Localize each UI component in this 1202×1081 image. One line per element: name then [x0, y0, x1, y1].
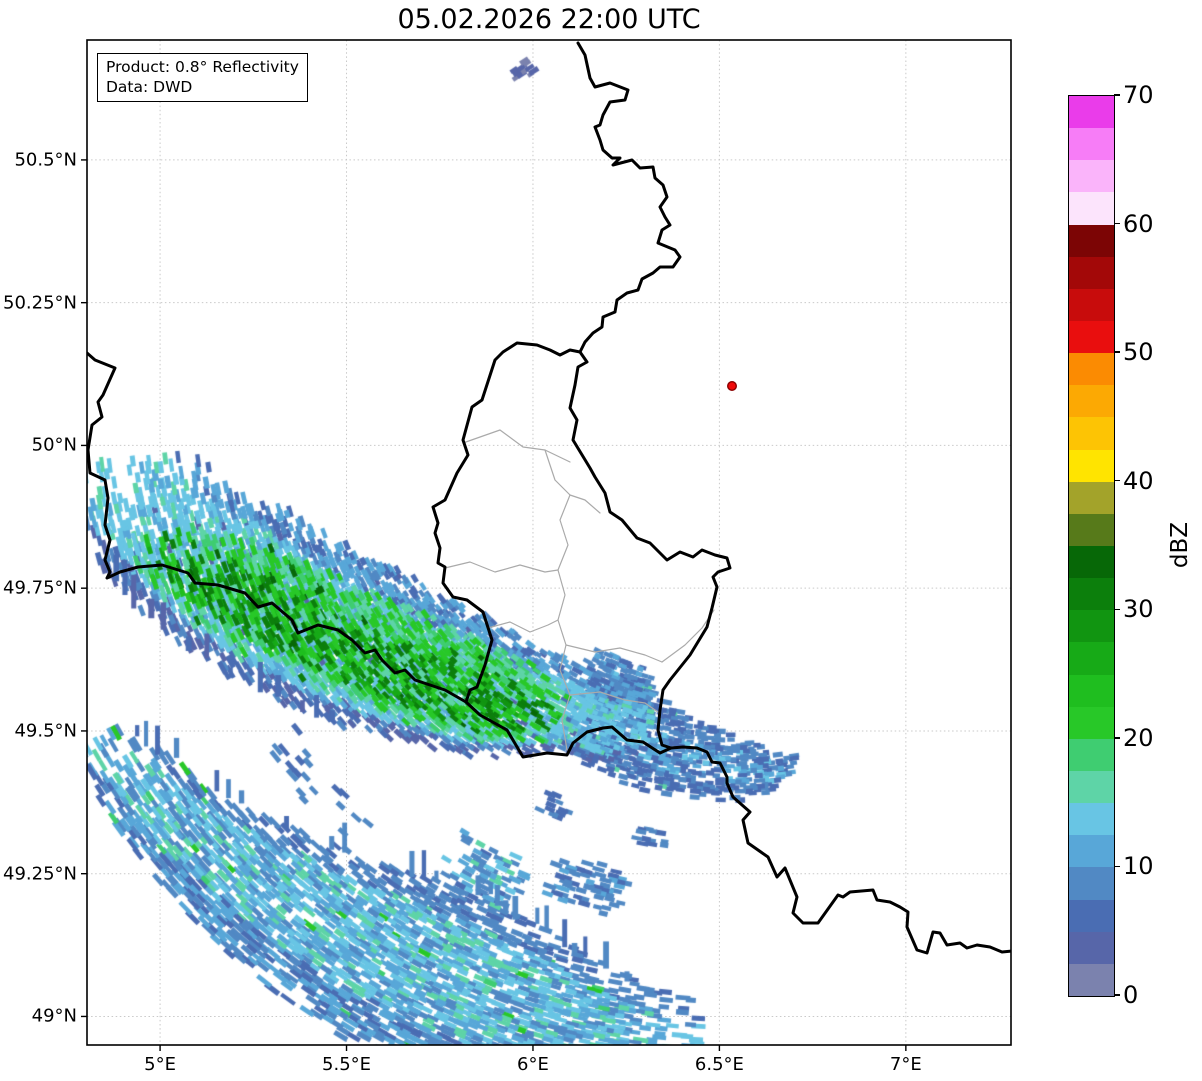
axis-tick-marks: [81, 159, 907, 1051]
colorbar-tick-mark: [1114, 865, 1120, 868]
colorbar-segment: [1069, 834, 1114, 868]
admin-border: [661, 609, 715, 663]
colorbar-tick-label: 40: [1123, 466, 1154, 495]
colorbar-tick-label: 30: [1123, 595, 1154, 624]
admin-border: [557, 494, 571, 751]
colorbar-segment: [1069, 513, 1114, 546]
admin-border: [487, 619, 559, 633]
colorbar-segment: [1069, 899, 1114, 932]
admin-border: [462, 429, 571, 463]
figure-title: 05.02.2026 22:00 UTC: [397, 4, 701, 35]
colorbar-tick-mark: [1114, 608, 1120, 610]
y-tick-label: 49°N: [31, 1005, 77, 1027]
colorbar-segment: [1069, 674, 1114, 707]
colorbar-tick-mark: [1114, 94, 1120, 96]
colorbar-tick-mark: [1114, 737, 1120, 739]
product-info-box: Product: 0.8° Reflectivity Data: DWD: [97, 53, 308, 103]
colorbar-tick-label: 20: [1123, 723, 1154, 752]
colorbar-tick-label: 70: [1123, 81, 1154, 109]
y-tick-label: 50.25°N: [3, 292, 77, 314]
colorbar-segment: [1069, 288, 1114, 321]
colorbar-segment: [1069, 706, 1114, 739]
x-tick-label: 6°E: [517, 1054, 549, 1075]
radar-echo-layer: [87, 40, 1011, 1045]
colorbar-segment: [1069, 577, 1114, 611]
colorbar-tick-mark: [1114, 222, 1120, 225]
y-tick-label: 49.5°N: [14, 720, 77, 742]
country-border: [576, 41, 682, 354]
colorbar-segment: [1069, 963, 1114, 996]
y-tick-label: 49.75°N: [3, 577, 77, 599]
country-border: [87, 351, 468, 704]
admin-border: [565, 644, 663, 663]
colorbar-tick-label: 50: [1123, 338, 1154, 367]
colorbar-segment: [1069, 770, 1114, 804]
colorbar-segment: [1069, 352, 1114, 386]
y-tick-label: 50°N: [31, 434, 77, 456]
radar-site-marker: [727, 381, 738, 392]
country-border: [431, 341, 732, 759]
colorbar-segment: [1069, 738, 1114, 771]
colorbar-tick-mark: [1114, 994, 1120, 996]
product-info-line1: Product: 0.8° Reflectivity: [106, 58, 299, 76]
colorbar-segment: [1069, 545, 1114, 579]
colorbar-unit-label: dBZ: [1167, 521, 1193, 569]
colorbar-segment: [1069, 449, 1114, 482]
colorbar-tick-mark: [1114, 351, 1120, 353]
colorbar-segment: [1069, 867, 1114, 900]
colorbar-segment: [1069, 320, 1114, 354]
colorbar-segment: [1069, 95, 1114, 129]
colorbar-segment: [1069, 127, 1114, 161]
admin-border: [569, 691, 659, 713]
colorbar-gradient: [1068, 95, 1115, 997]
colorbar-segment: [1069, 384, 1114, 418]
admin-border: [444, 561, 559, 573]
country-border: [669, 745, 1011, 955]
colorbar-segment: [1069, 224, 1114, 257]
colorbar-segment: [1069, 642, 1114, 675]
colorbar-segment: [1069, 802, 1114, 836]
colorbar-segment: [1069, 256, 1114, 289]
colorbar-tick-label: 10: [1123, 852, 1154, 881]
colorbar-segment: [1069, 931, 1114, 964]
colorbar-segment: [1069, 159, 1114, 193]
x-tick-label: 5°E: [144, 1054, 176, 1075]
y-tick-label: 49.25°N: [3, 863, 77, 885]
colorbar-segment: [1069, 609, 1114, 643]
colorbar-segment: [1069, 417, 1114, 450]
plot-frame: [86, 39, 1012, 1046]
x-tick-label: 7°E: [889, 1054, 922, 1075]
colorbar-segment: [1069, 481, 1114, 514]
x-tick-label: 5.5°E: [322, 1054, 372, 1075]
colorbar-segment: [1069, 192, 1114, 225]
x-tick-label: 6.5°E: [694, 1054, 744, 1075]
colorbar-tick-label: 0: [1123, 981, 1139, 1009]
colorbar-tick-mark: [1114, 480, 1120, 482]
admin-border: [544, 449, 601, 514]
y-tick-label: 50.5°N: [14, 149, 77, 171]
product-info-line2: Data: DWD: [106, 78, 193, 97]
colorbar-tick-label: 60: [1123, 209, 1154, 238]
